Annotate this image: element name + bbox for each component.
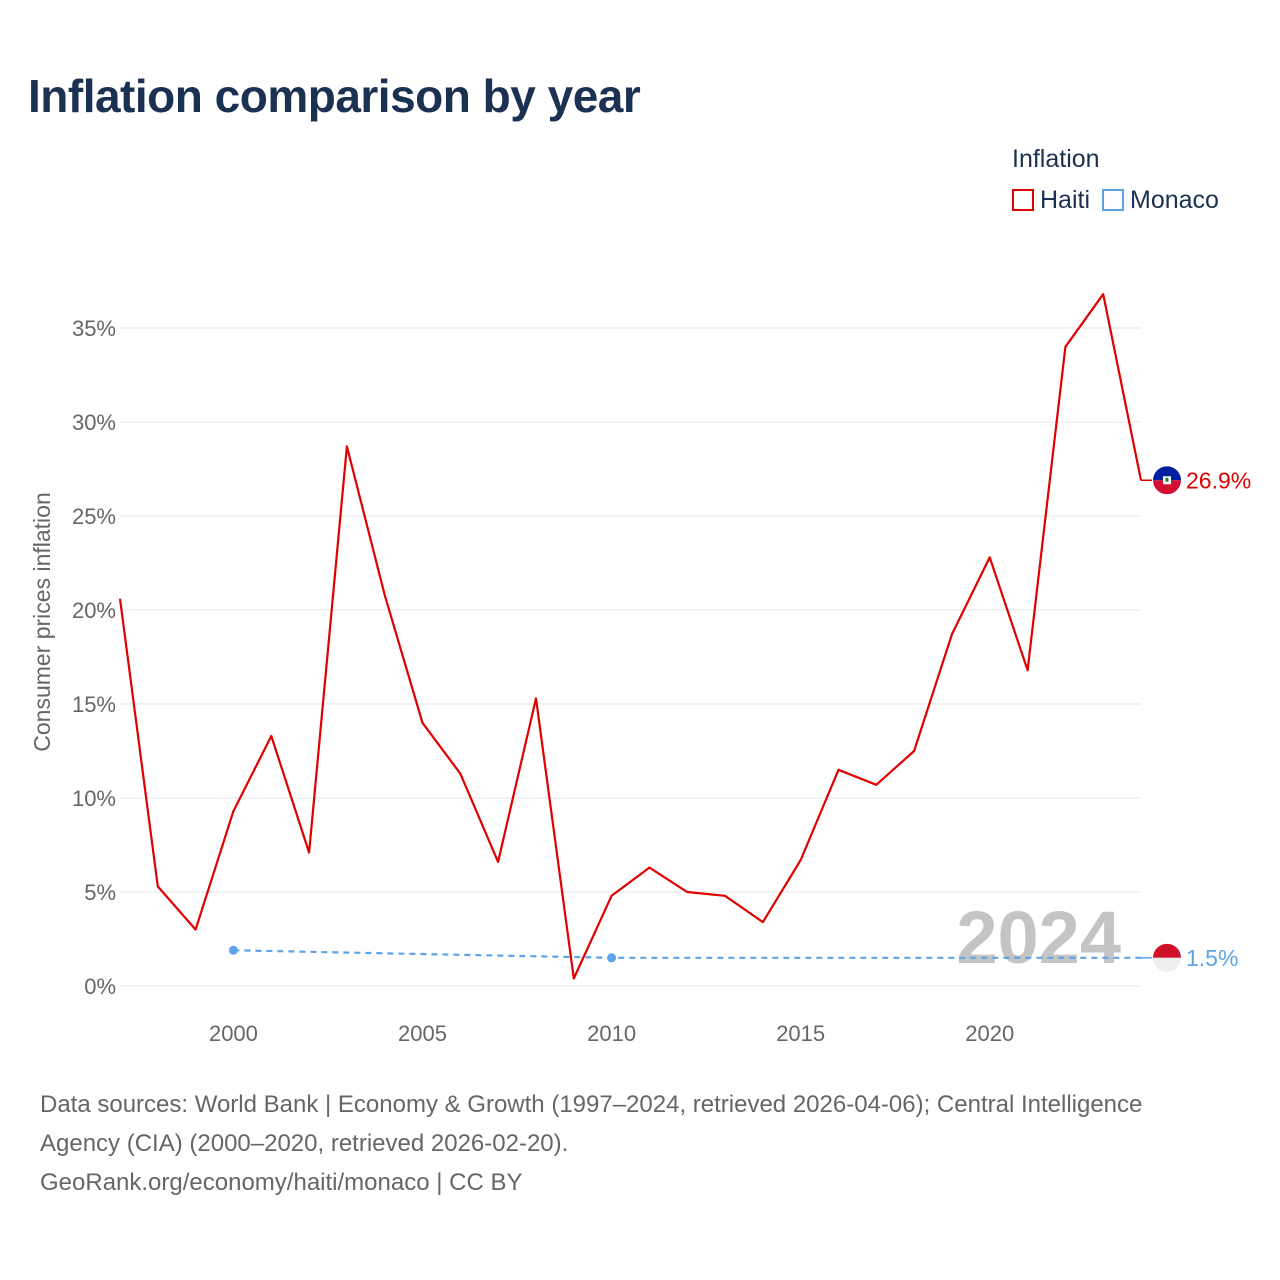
year-watermark: 2024 [956, 896, 1121, 979]
y-tick-label: 35% [72, 316, 116, 341]
series-line-haiti [118, 293, 1143, 980]
source-line-1: Data sources: World Bank | Economy & Gro… [40, 1091, 1143, 1118]
monaco-flag-icon [1153, 957, 1181, 972]
source-line-2: Agency (CIA) (2000–2020, retrieved 2026-… [40, 1130, 569, 1157]
legend: Inflation Haiti Monaco [1012, 143, 1231, 216]
legend-swatch-haiti [1012, 189, 1034, 211]
attribution: GeoRank.org/economy/haiti/monaco | CC BY [40, 1169, 523, 1196]
y-tick-label: 10% [72, 786, 116, 811]
x-tick-label: 2010 [587, 1021, 636, 1046]
data-point-monaco [607, 953, 617, 963]
page-title: Inflation comparison by year [28, 70, 641, 122]
haiti-flag-icon [1153, 480, 1181, 495]
legend-title: Inflation [1012, 145, 1100, 173]
x-tick-label: 2005 [398, 1021, 447, 1046]
legend-label-haiti: Haiti [1040, 186, 1091, 214]
data-point-monaco [228, 945, 238, 955]
x-tick-label: 2000 [209, 1021, 258, 1046]
end-value-label-haiti: 26.9% [1186, 467, 1251, 493]
y-tick-label: 20% [72, 598, 116, 623]
end-value-label-monaco: 1.5% [1186, 945, 1238, 971]
y-tick-label: 30% [72, 410, 116, 435]
x-tick-label: 2020 [965, 1021, 1014, 1046]
legend-label-monaco: Monaco [1130, 186, 1219, 214]
x-tick-label: 2015 [776, 1021, 825, 1046]
haiti-flag-icon [1153, 466, 1181, 481]
y-tick-label: 5% [84, 880, 116, 905]
haiti-flag-icon [1165, 477, 1169, 482]
legend-item-haiti[interactable]: Haiti [1012, 184, 1090, 216]
y-tick-label: 15% [72, 692, 116, 717]
y-axis-label: Consumer prices inflation [29, 492, 55, 752]
footer: Data sources: World Bank | Economy & Gro… [40, 1085, 1250, 1202]
y-tick-label: 25% [72, 504, 116, 529]
legend-swatch-monaco [1102, 189, 1125, 211]
monaco-flag-icon [1153, 943, 1181, 958]
y-tick-label: 0% [84, 974, 116, 999]
legend-item-monaco[interactable]: Monaco [1102, 184, 1219, 216]
